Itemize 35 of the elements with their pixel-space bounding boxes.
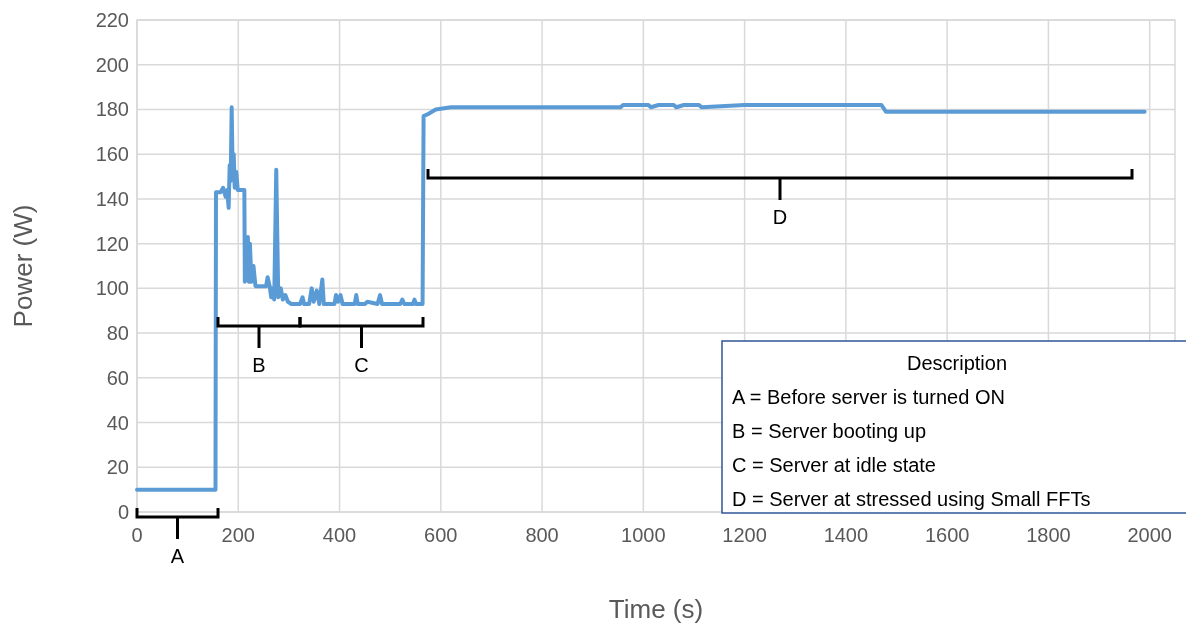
x-tick-label: 400: [322, 524, 357, 546]
x-tick-label: 600: [424, 524, 458, 546]
y-tick-label: 80: [106, 322, 129, 345]
annotation: A = Before server is turned ON: [732, 386, 1005, 408]
x-tick-label: 1600: [924, 524, 970, 546]
annotation: B: [252, 354, 266, 376]
line-series: [135, 102, 1147, 492]
annotation: D: [772, 206, 788, 228]
y-tick-label: 160: [95, 143, 129, 166]
y-tick-label: 140: [95, 187, 129, 210]
annotation: Description: [906, 352, 1008, 374]
y-tick-label: 180: [95, 98, 129, 121]
x-tick-label: 1000: [621, 524, 666, 546]
y-tick-label: 20: [106, 456, 129, 479]
annotation: C = Server at idle state: [732, 454, 936, 476]
y-tick-label: 40: [106, 411, 129, 434]
y-tick-label: 120: [95, 232, 129, 255]
y-tick-label: 220: [95, 9, 129, 31]
annotation: D = Server at stressed using Small FFTs: [732, 488, 1091, 510]
y-tick-label: 0: [117, 501, 129, 523]
y-tick-label: 60: [106, 366, 129, 389]
x-tick-label: 200: [221, 524, 255, 546]
annotation: B = Server booting up: [732, 420, 927, 442]
x-tick-label: 0: [131, 524, 143, 546]
x-tick-label: 2000: [1127, 524, 1172, 546]
x-axis-title: Time (s): [608, 594, 704, 624]
x-tick-label: 1200: [722, 524, 767, 546]
y-tick-label: 200: [95, 53, 129, 76]
y-axis-title: Power (W): [8, 204, 38, 328]
x-tick-label: 1800: [1026, 524, 1071, 546]
x-tick-label: 800: [525, 524, 559, 546]
y-tick-label: 100: [95, 277, 129, 300]
annotation: C: [354, 354, 369, 376]
x-tick-label: 1400: [823, 524, 869, 546]
text: A: [170, 545, 185, 567]
